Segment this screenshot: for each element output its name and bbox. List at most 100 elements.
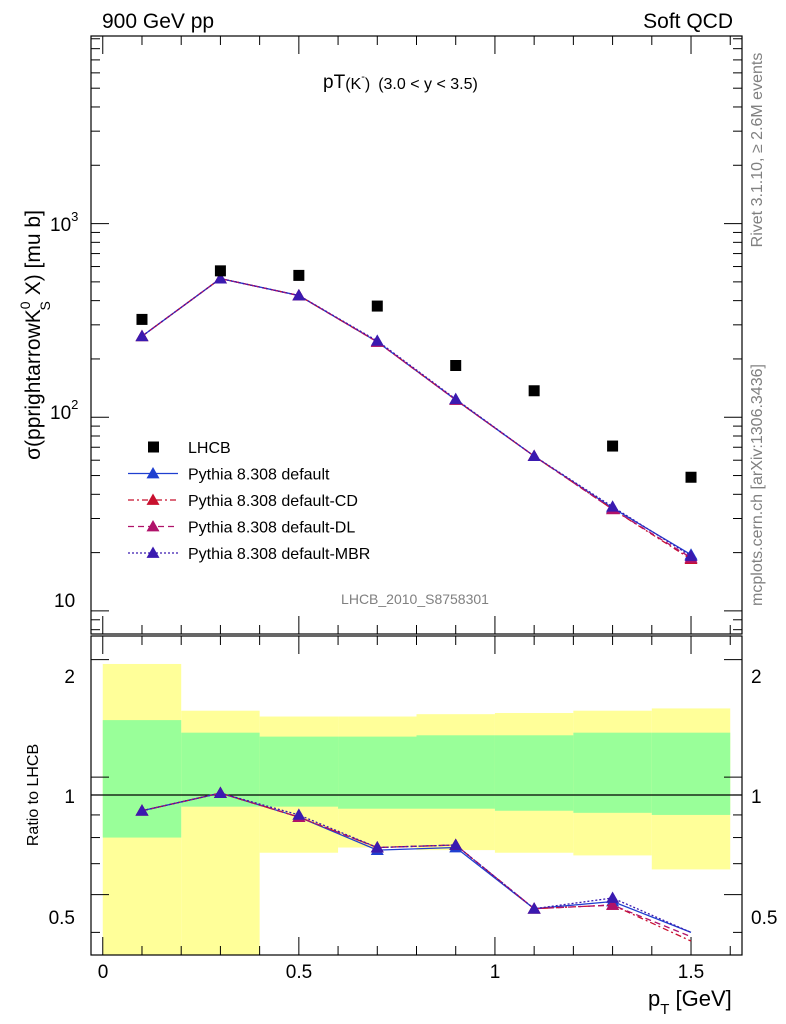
xtick-label-0: 0 bbox=[98, 962, 109, 983]
xtick-label-1: 1 bbox=[490, 962, 501, 983]
ylabel-end: X) [mu b] bbox=[22, 210, 45, 301]
ytick-base: 10 bbox=[50, 403, 71, 424]
ratio-ytick-2-right: 2 bbox=[751, 667, 762, 688]
legend-triangle-marker bbox=[146, 546, 160, 558]
ytick-exponent: 3 bbox=[71, 209, 78, 224]
series-marker bbox=[527, 449, 541, 461]
mcplots-credit-label: mcplots.cern.ch [arXiv:1306.3436] bbox=[749, 364, 766, 606]
svg-text:103: 103 bbox=[50, 209, 78, 236]
ytick-base: 10 bbox=[54, 591, 75, 612]
ratio-marker bbox=[213, 786, 227, 798]
ratio-ytick-1-right: 1 bbox=[751, 787, 762, 808]
data-point bbox=[214, 265, 226, 277]
main-panel-frame bbox=[90, 35, 743, 635]
legend-label: Pythia 8.308 default-CD bbox=[188, 493, 358, 510]
header-energy-label: 900 GeV pp bbox=[102, 10, 214, 33]
data-point bbox=[293, 269, 305, 281]
data-point bbox=[607, 440, 619, 452]
ratio-marker bbox=[527, 902, 541, 914]
series-marker bbox=[292, 289, 306, 301]
x-axis-label: pT [GeV] bbox=[648, 986, 732, 1018]
ratio-marker bbox=[135, 804, 149, 816]
legend-triangle-marker bbox=[146, 520, 160, 532]
series-marker bbox=[449, 392, 463, 405]
legend-label: Pythia 8.308 default-MBR bbox=[188, 546, 370, 563]
legend-square-marker bbox=[148, 441, 159, 453]
ratio-line bbox=[141, 792, 692, 933]
data-point bbox=[371, 300, 383, 312]
legend-triangle-marker bbox=[146, 467, 160, 479]
ratio-marker bbox=[292, 808, 306, 820]
ratio-ytick-1-left: 1 bbox=[64, 787, 75, 808]
series-line bbox=[141, 277, 692, 559]
ratio-y-axis-label: Ratio to LHCB bbox=[25, 744, 42, 846]
legend-label: LHCB bbox=[188, 440, 231, 457]
data-point bbox=[685, 471, 697, 483]
legend-entry: Pythia 8.308 default-CD bbox=[128, 493, 358, 510]
inner-band-bin bbox=[651, 732, 731, 815]
xtick-label-0.5: 0.5 bbox=[286, 962, 312, 983]
legend-entry: Pythia 8.308 default-DL bbox=[128, 520, 355, 537]
xlabel-subscript: T bbox=[660, 1001, 669, 1018]
svg-text:pT [GeV]: pT [GeV] bbox=[648, 986, 732, 1018]
xlabel-unit: [GeV] bbox=[669, 986, 731, 1011]
series-line bbox=[141, 277, 692, 557]
series-marker bbox=[606, 500, 620, 512]
ratio-ytick-0.5-right: 0.5 bbox=[751, 908, 777, 929]
analysis-watermark: LHCB_2010_S8758301 bbox=[341, 591, 489, 607]
ratio-series-lines bbox=[135, 786, 692, 942]
ylabel-superscript: 0 bbox=[17, 301, 33, 309]
main-y-axis-label: σ(pprightarrowK0 S X) [mu b] bbox=[17, 210, 53, 460]
title-pt: pT bbox=[323, 72, 346, 93]
title-particle: (K bbox=[345, 76, 361, 93]
ratio-marker bbox=[449, 838, 463, 850]
ratio-marker bbox=[606, 898, 620, 910]
series-line bbox=[141, 277, 692, 560]
ylabel-subscript: S bbox=[37, 301, 53, 310]
series-marker bbox=[370, 334, 384, 346]
title-superscript: - bbox=[361, 71, 365, 83]
series-marker bbox=[135, 329, 149, 342]
svg-text:10: 10 bbox=[54, 591, 75, 612]
data-point bbox=[450, 359, 462, 371]
legend-entry: Pythia 8.308 default-MBR bbox=[128, 546, 370, 563]
inner-band-bin bbox=[338, 736, 417, 809]
data-point bbox=[136, 313, 148, 325]
xlabel-p: p bbox=[648, 986, 660, 1011]
inner-band-bin bbox=[259, 736, 339, 807]
header-process-label: Soft QCD bbox=[643, 10, 733, 33]
xtick-label-1.5: 1.5 bbox=[678, 962, 704, 983]
main-ytick-100: 102 bbox=[50, 397, 78, 424]
inner-band-bin bbox=[416, 735, 495, 809]
legend-triangle-marker bbox=[146, 493, 160, 505]
ytick-exponent: 2 bbox=[71, 397, 78, 412]
ratio-ytick-0.5-left: 0.5 bbox=[49, 908, 75, 929]
axis-ticks bbox=[91, 36, 742, 955]
svg-text:pT(K-)(3.0 < y < 3.5): pT(K-) (3.0 < y < 3.5) bbox=[323, 71, 478, 93]
main-plot-title: pT(K-) (3.0 < y < 3.5) bbox=[323, 71, 478, 93]
title-rapidity-range: (3.0 < y < 3.5) bbox=[378, 76, 478, 93]
ytick-base: 10 bbox=[50, 215, 71, 236]
mc-series-lines bbox=[135, 272, 698, 565]
ratio-uncertainty-bands bbox=[102, 663, 731, 955]
inner-band-bin bbox=[573, 732, 652, 813]
title-close: ) bbox=[365, 76, 370, 93]
ratio-ytick-2-left: 2 bbox=[64, 667, 75, 688]
data-point bbox=[528, 385, 540, 397]
data-points bbox=[136, 265, 697, 483]
series-marker bbox=[684, 549, 698, 561]
legend-label: Pythia 8.308 default bbox=[188, 467, 330, 484]
legend-entry: Pythia 8.308 default bbox=[128, 467, 330, 484]
ylabel-text: σ(pprightarrowK bbox=[22, 309, 45, 460]
rivet-version-label: Rivet 3.1.10, ≥ 2.6M events bbox=[749, 53, 766, 248]
ratio-marker bbox=[606, 891, 620, 903]
svg-text:102: 102 bbox=[50, 397, 78, 424]
ratio-marker bbox=[370, 841, 384, 853]
series-marker bbox=[213, 272, 227, 284]
inner-band-bin bbox=[494, 735, 574, 811]
inner-band-bin bbox=[102, 720, 182, 838]
main-ytick-10: 10 bbox=[54, 591, 75, 612]
legend-entry: LHCB bbox=[148, 440, 231, 457]
